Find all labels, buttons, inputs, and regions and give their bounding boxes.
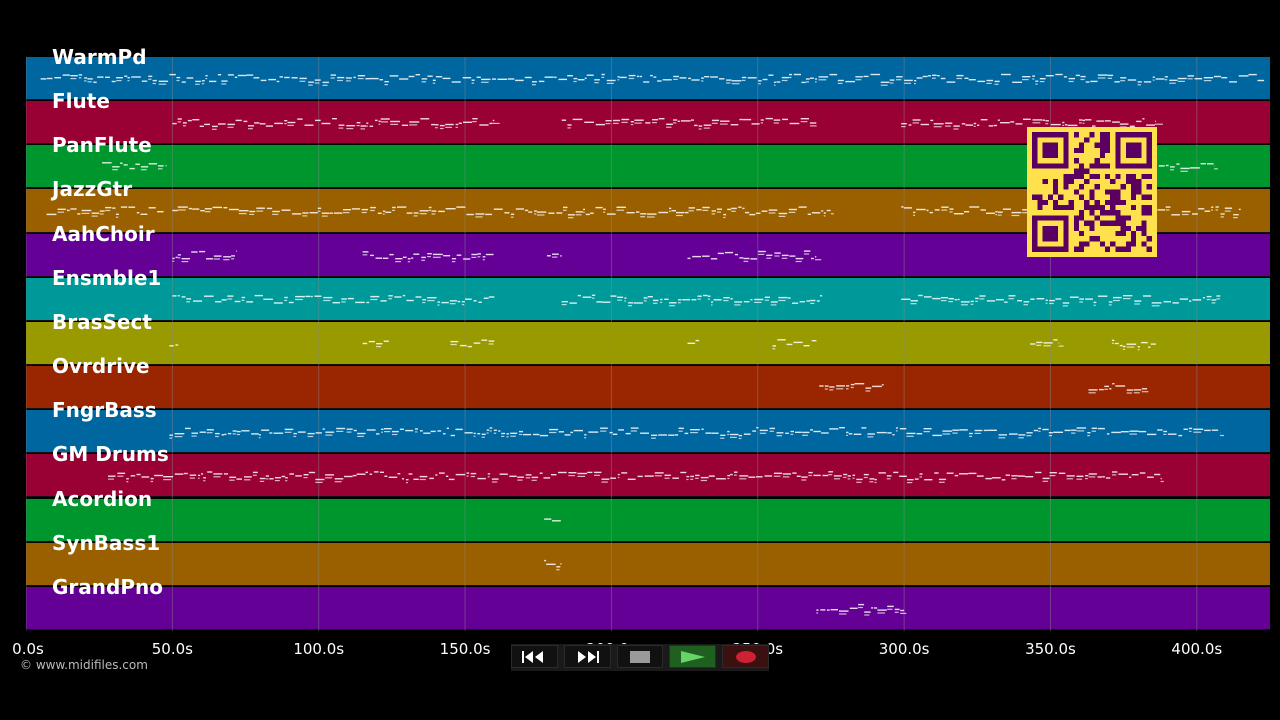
track-lane[interactable] [26, 57, 1270, 101]
track-label: GrandPno [52, 574, 163, 599]
track-label: SynBass1 [52, 530, 161, 555]
fast-forward-icon [578, 650, 600, 663]
time-tick-label: 150.0s [439, 640, 491, 658]
stop-icon [629, 650, 650, 663]
track-label: GM Drums [52, 442, 169, 467]
copyright-text: © www.midifiles.com [20, 658, 148, 672]
time-tick-label: 300.0s [878, 640, 930, 658]
fast-forward-button[interactable] [563, 645, 611, 668]
track-label: BrasSect [52, 309, 152, 334]
time-tick-label: 100.0s [293, 640, 345, 658]
stop-button[interactable] [616, 645, 664, 668]
track-lane[interactable] [26, 366, 1270, 410]
track-lane[interactable] [26, 454, 1270, 498]
track-label: AahChoir [52, 221, 155, 246]
track-label: Flute [52, 89, 110, 114]
track-label: Ensmble1 [52, 265, 162, 290]
play-button[interactable] [669, 645, 717, 668]
time-tick-label: 50.0s [151, 640, 193, 658]
track-label: Ovrdrive [52, 354, 150, 379]
track-lane[interactable] [26, 321, 1270, 366]
time-tick-label: 0.0s [12, 640, 44, 658]
track-lane[interactable] [26, 277, 1270, 321]
track-label: WarmPd [52, 45, 147, 69]
track-lane[interactable] [26, 498, 1270, 542]
track-lane[interactable] [26, 410, 1270, 454]
track-label: JazzGtr [52, 177, 133, 202]
transport-controls [511, 644, 769, 671]
rewind-icon [522, 650, 544, 663]
track-lane[interactable] [26, 586, 1270, 630]
record-icon [735, 650, 756, 663]
rewind-button[interactable] [511, 645, 558, 668]
record-button[interactable] [722, 645, 769, 668]
time-tick-label: 350.0s [1025, 640, 1076, 658]
play-icon [680, 650, 705, 663]
time-tick-label: 400.0s [1171, 640, 1223, 658]
qr-code [1027, 127, 1157, 257]
track-label: FngrBass [52, 398, 157, 423]
track-label: PanFlute [52, 133, 152, 158]
track-label: Acordion [52, 486, 153, 511]
track-lane[interactable] [26, 542, 1270, 586]
